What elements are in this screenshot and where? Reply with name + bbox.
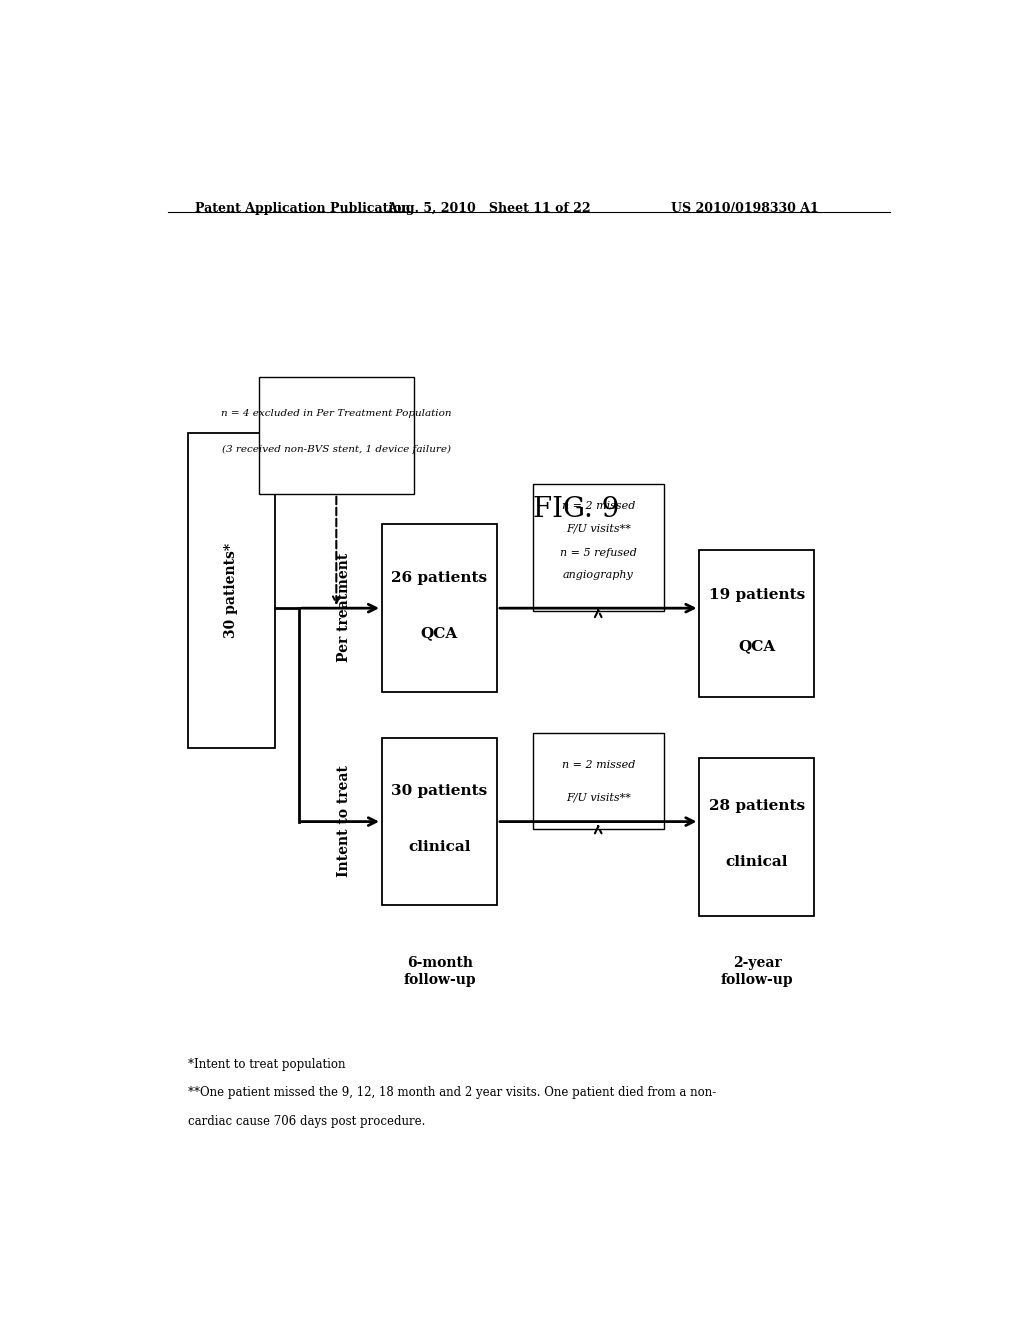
Text: 19 patients: 19 patients bbox=[709, 587, 805, 602]
Text: angiography: angiography bbox=[563, 570, 634, 579]
Text: QCA: QCA bbox=[421, 627, 458, 640]
Text: 28 patients: 28 patients bbox=[709, 800, 805, 813]
Text: 30 patients*: 30 patients* bbox=[224, 543, 239, 638]
Text: clinical: clinical bbox=[409, 840, 471, 854]
Text: n = 5 refused: n = 5 refused bbox=[560, 548, 637, 558]
Text: Per treatment: Per treatment bbox=[337, 553, 351, 663]
Text: (3 received non-BVS stent, 1 device failure): (3 received non-BVS stent, 1 device fail… bbox=[222, 445, 451, 454]
Text: QCA: QCA bbox=[738, 639, 775, 653]
Bar bbox=[532, 733, 664, 829]
Text: F/U visits**: F/U visits** bbox=[566, 792, 631, 803]
Bar bbox=[187, 433, 274, 748]
Text: cardiac cause 706 days post procedure.: cardiac cause 706 days post procedure. bbox=[187, 1115, 425, 1127]
Text: n = 2 missed: n = 2 missed bbox=[561, 502, 635, 511]
Text: F/U visits**: F/U visits** bbox=[566, 523, 631, 533]
Text: clinical: clinical bbox=[726, 855, 788, 870]
Bar bbox=[382, 738, 497, 906]
Bar bbox=[382, 524, 497, 692]
Text: FIG. 9: FIG. 9 bbox=[534, 495, 620, 523]
Bar bbox=[259, 378, 414, 494]
Text: 6-month
follow-up: 6-month follow-up bbox=[403, 957, 476, 986]
Text: 30 patients: 30 patients bbox=[391, 784, 487, 799]
Text: Aug. 5, 2010   Sheet 11 of 22: Aug. 5, 2010 Sheet 11 of 22 bbox=[387, 202, 591, 215]
Bar bbox=[699, 758, 814, 916]
Text: *Intent to treat population: *Intent to treat population bbox=[187, 1057, 345, 1071]
Text: n = 4 excluded in Per Treatment Population: n = 4 excluded in Per Treatment Populati… bbox=[221, 408, 452, 417]
Text: 2-year
follow-up: 2-year follow-up bbox=[721, 957, 794, 986]
Text: Patent Application Publication: Patent Application Publication bbox=[196, 202, 411, 215]
Text: n = 2 missed: n = 2 missed bbox=[561, 760, 635, 770]
Bar bbox=[532, 483, 664, 611]
Text: **One patient missed the 9, 12, 18 month and 2 year visits. One patient died fro: **One patient missed the 9, 12, 18 month… bbox=[187, 1086, 716, 1100]
Text: 26 patients: 26 patients bbox=[391, 570, 487, 585]
Text: Intent to treat: Intent to treat bbox=[337, 766, 351, 876]
Text: US 2010/0198330 A1: US 2010/0198330 A1 bbox=[671, 202, 818, 215]
Bar bbox=[699, 549, 814, 697]
